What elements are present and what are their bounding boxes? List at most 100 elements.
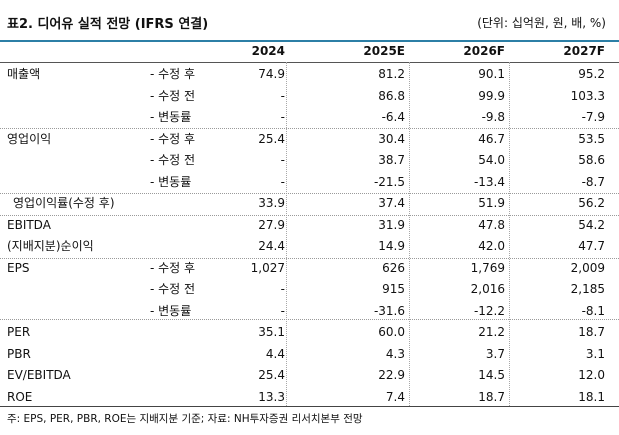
value-2027f: 103.3 bbox=[570, 88, 605, 103]
value-2025e: 37.4 bbox=[378, 196, 405, 210]
table-row: - 변동률 - -21.5 -13.4 -8.7 bbox=[0, 172, 619, 194]
table-row: 영업이익 - 수정 후 25.4 30.4 46.7 53.5 bbox=[0, 129, 619, 151]
value-2027f: 18.7 bbox=[578, 325, 605, 339]
group-divider bbox=[0, 258, 619, 259]
row-sublabel: - 수정 후 bbox=[150, 260, 196, 275]
value-2027f: -8.1 bbox=[581, 303, 605, 318]
top-rule bbox=[0, 40, 619, 42]
group-divider bbox=[0, 215, 619, 216]
table-row: EBITDA 27.9 31.9 47.8 54.2 bbox=[0, 215, 619, 237]
title-bar: 표2. 디어유 실적 전망 (IFRS 연결) (단위: 십억원, 원, 배, … bbox=[0, 0, 619, 40]
footnote: 주: EPS, PER, PBR, ROE는 지배지분 기준; 자료: NH투자… bbox=[7, 413, 363, 425]
row-sublabel: - 변동률 bbox=[150, 174, 192, 189]
value-2027f: 47.7 bbox=[578, 239, 605, 253]
value-2026f: 99.9 bbox=[478, 88, 505, 103]
value-2024: - bbox=[280, 174, 285, 189]
value-2027f: 58.6 bbox=[578, 153, 605, 167]
value-2024: - bbox=[280, 88, 285, 103]
header-2024: 2024 bbox=[251, 44, 285, 58]
row-label: 매출액 bbox=[7, 67, 41, 81]
row-sublabel: - 수정 후 bbox=[150, 67, 196, 81]
value-2025e: 31.9 bbox=[378, 217, 405, 232]
table-row: (지배지분)순이익 24.4 14.9 42.0 47.7 bbox=[0, 236, 619, 258]
value-2026f: 2,016 bbox=[470, 282, 505, 296]
value-2027f: 2,185 bbox=[570, 282, 605, 296]
value-2024: 4.4 bbox=[265, 346, 285, 361]
value-2026f: 54.0 bbox=[478, 153, 505, 167]
value-2025e: 86.8 bbox=[378, 88, 405, 103]
table-title: 표2. 디어유 실적 전망 (IFRS 연결) bbox=[7, 17, 209, 32]
row-label: EV/EBITDA bbox=[7, 368, 71, 382]
value-2026f: 3.7 bbox=[485, 346, 505, 361]
row-sublabel: - 변동률 bbox=[150, 303, 192, 318]
value-2025e: 38.7 bbox=[378, 153, 405, 167]
row-sublabel: - 수정 후 bbox=[150, 131, 196, 146]
table-body: 매출액 - 수정 후 74.9 81.2 90.1 95.2 - 수정 전 - 86.8 99.9… bbox=[0, 64, 619, 408]
row-sublabel: - 수정 전 bbox=[150, 88, 196, 103]
value-2024: 33.9 bbox=[258, 196, 285, 210]
value-2026f: 21.2 bbox=[478, 325, 505, 339]
table-row: 영업이익률(수정 후) 33.9 37.4 51.9 56.2 bbox=[0, 193, 619, 215]
group-divider bbox=[0, 319, 619, 320]
header-rule bbox=[0, 62, 619, 63]
value-2026f: 46.7 bbox=[478, 131, 505, 146]
value-2026f: -13.4 bbox=[473, 174, 505, 189]
value-2024: 24.4 bbox=[258, 239, 285, 253]
group-divider bbox=[0, 193, 619, 194]
header-2027f: 2027F bbox=[563, 44, 605, 58]
row-label: EPS bbox=[7, 260, 30, 275]
table-row: ROE 13.3 7.4 18.7 18.1 bbox=[0, 387, 619, 409]
value-2024: 27.9 bbox=[258, 217, 285, 232]
value-2025e: -6.4 bbox=[381, 110, 405, 124]
table-row: EPS - 수정 후 1,027 626 1,769 2,009 bbox=[0, 258, 619, 280]
row-label: EBITDA bbox=[7, 217, 51, 232]
row-sublabel: - 변동률 bbox=[150, 110, 192, 124]
row-sublabel: - 수정 전 bbox=[150, 153, 196, 167]
value-2027f: 18.1 bbox=[578, 389, 605, 404]
value-2027f: 12.0 bbox=[578, 368, 605, 382]
value-2025e: 626 bbox=[382, 260, 405, 275]
table-row: PER 35.1 60.0 21.2 18.7 bbox=[0, 322, 619, 344]
row-label: 영업이익 bbox=[7, 131, 52, 146]
value-2026f: 14.5 bbox=[478, 368, 505, 382]
group-divider bbox=[0, 128, 619, 129]
value-2027f: -8.7 bbox=[581, 174, 605, 189]
table-row: - 변동률 - -31.6 -12.2 -8.1 bbox=[0, 301, 619, 323]
value-2024: - bbox=[280, 282, 285, 296]
value-2026f: 42.0 bbox=[478, 239, 505, 253]
bottom-rule bbox=[0, 406, 619, 407]
value-2024: 25.4 bbox=[258, 131, 285, 146]
value-2026f: -12.2 bbox=[473, 303, 505, 318]
value-2027f: 95.2 bbox=[578, 67, 605, 81]
value-2025e: 4.3 bbox=[385, 346, 405, 361]
header-2025e: 2025E bbox=[363, 44, 405, 58]
value-2025e: -31.6 bbox=[373, 303, 405, 318]
value-2027f: 56.2 bbox=[578, 196, 605, 210]
unit-note: (단위: 십억원, 원, 배, %) bbox=[477, 16, 606, 30]
value-2025e: 22.9 bbox=[378, 368, 405, 382]
value-2024: 35.1 bbox=[258, 325, 285, 339]
value-2026f: 47.8 bbox=[478, 217, 505, 232]
row-label: (지배지분)순이익 bbox=[7, 239, 94, 253]
table-row: 매출액 - 수정 후 74.9 81.2 90.1 95.2 bbox=[0, 64, 619, 86]
value-2026f: 90.1 bbox=[478, 67, 505, 81]
value-2024: 13.3 bbox=[258, 389, 285, 404]
table-row: - 수정 전 - 38.7 54.0 58.6 bbox=[0, 150, 619, 172]
row-label: PBR bbox=[7, 346, 31, 361]
value-2026f: 51.9 bbox=[478, 196, 505, 210]
header-row: 2024 2025E 2026F 2027F bbox=[0, 42, 619, 62]
value-2025e: 60.0 bbox=[378, 325, 405, 339]
value-2025e: 14.9 bbox=[378, 239, 405, 253]
value-2025e: 81.2 bbox=[378, 67, 405, 81]
value-2027f: 3.1 bbox=[585, 346, 605, 361]
value-2026f: 18.7 bbox=[478, 389, 505, 404]
value-2025e: 915 bbox=[382, 282, 405, 296]
row-label: PER bbox=[7, 325, 31, 339]
value-2027f: 54.2 bbox=[578, 217, 605, 232]
value-2024: - bbox=[280, 303, 285, 318]
row-label: 영업이익률(수정 후) bbox=[13, 196, 115, 210]
column-divider bbox=[509, 62, 510, 406]
table-row: PBR 4.4 4.3 3.7 3.1 bbox=[0, 344, 619, 366]
value-2025e: 7.4 bbox=[385, 389, 405, 404]
value-2027f: -7.9 bbox=[581, 110, 605, 124]
